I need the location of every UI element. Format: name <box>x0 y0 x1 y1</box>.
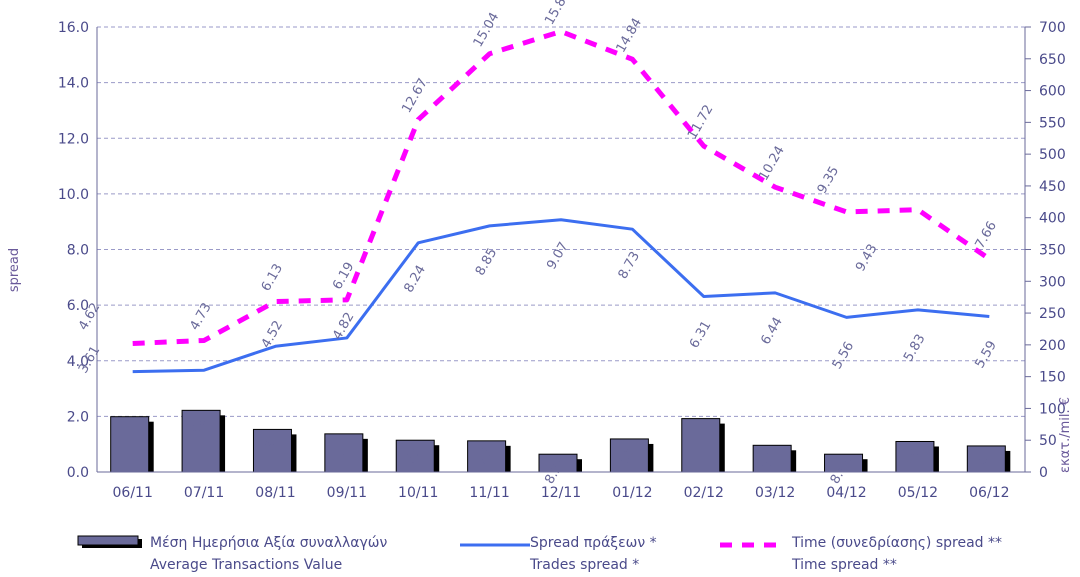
y2-tick-label: 500 <box>1039 147 1066 163</box>
trades-spread-label: 4.82 <box>330 310 357 343</box>
bar <box>324 433 364 473</box>
legend-time-label-1: Time (συνεδρίασης) spread ** <box>791 535 1002 551</box>
bar <box>467 440 507 473</box>
bar <box>609 438 649 473</box>
legend-bars-label-1: Μέση Ημερήσια Αξία συναλλαγών <box>150 535 388 551</box>
y2-tick-label: 550 <box>1039 115 1066 131</box>
trades-spread-label: 9.07 <box>544 240 571 273</box>
bar <box>681 418 721 473</box>
x-tick-label: 11/11 <box>469 485 509 501</box>
legend-item-time: Time (συνεδρίασης) spread ** Time spread… <box>720 535 1002 573</box>
legend-item-trades: Spread πράξεων * Trades spread * <box>460 535 657 573</box>
legend-trades-label-2: Trades spread * <box>529 557 639 573</box>
bar-series <box>110 409 1011 473</box>
bar-value-label: 26 <box>759 451 780 473</box>
x-tick-label: 10/11 <box>398 485 438 501</box>
y2-tick-label: 450 <box>1039 179 1066 195</box>
y2-tick-label: 150 <box>1039 370 1066 386</box>
x-tick-label: 06/12 <box>969 485 1009 501</box>
y2-tick-label: 300 <box>1039 274 1066 290</box>
x-tick-label: 06/11 <box>113 485 153 501</box>
legend-time-label-2: Time spread ** <box>791 557 897 573</box>
legend-item-bars: Μέση Ημερήσια Αξία συναλλαγών Average Tr… <box>77 535 388 573</box>
y2-tick-label: 50 <box>1039 433 1057 449</box>
y-tick-label: 8.0 <box>67 243 89 259</box>
y-axis-title: spread <box>7 248 22 292</box>
x-tick-label: 02/12 <box>684 485 724 501</box>
time-spread-line <box>132 28 991 347</box>
line-series <box>132 28 991 374</box>
time-spread-label: 6.13 <box>259 261 286 294</box>
y-tick-label: 4.0 <box>67 354 89 370</box>
time-spread-label: 15.04 <box>471 10 503 50</box>
trades-spread-label: 5.83 <box>901 332 928 365</box>
time-spread-label: 15.84 <box>542 0 574 28</box>
legend: Μέση Ημερήσια Αξία συναλλαγών Average Tr… <box>77 535 1002 573</box>
x-tick-label: 12/11 <box>541 485 581 501</box>
y2-tick-label: 200 <box>1039 338 1066 354</box>
y-tick-label: 16.0 <box>58 20 89 36</box>
trades-spread-label: 3.61 <box>76 344 103 377</box>
x-tick-label: 04/12 <box>826 485 866 501</box>
axes: 0.0 2.0 4.0 6.0 8.0 10.0 12.0 14.0 16.0 0 50 100 150… <box>58 20 1066 501</box>
trades-spread-line <box>132 218 990 374</box>
y2-axis-title: εκατ./mil. € <box>1058 397 1073 473</box>
bar-value-label: 76 <box>474 446 495 468</box>
bar <box>181 409 221 473</box>
time-spread-label: 14.84 <box>614 16 646 56</box>
bar <box>110 416 150 473</box>
bar-value-label: 96 <box>617 444 638 466</box>
x-tick-label: 01/12 <box>612 485 652 501</box>
bar <box>252 428 292 473</box>
trades-spread-label: 6.44 <box>758 315 785 348</box>
bar-value-label: 66 <box>188 416 209 438</box>
y-tick-label: 0.0 <box>67 465 89 481</box>
y2-tick-label: 700 <box>1039 20 1066 36</box>
y-tick-label: 14.0 <box>58 76 89 92</box>
bar-value-label: 96 <box>902 447 923 469</box>
x-tick-label: 03/12 <box>755 485 795 501</box>
x-tick-label: 08/11 <box>255 485 295 501</box>
x-tick-label: 05/12 <box>898 485 938 501</box>
legend-bars-label-2: Average Transactions Value <box>150 557 342 573</box>
time-spread-label: 12.67 <box>399 76 431 116</box>
trades-spread-label: 8.24 <box>401 263 428 296</box>
y-tick-label: 10.0 <box>58 187 89 203</box>
y2-tick-label: 0 <box>1039 465 1048 481</box>
y2-tick-label: 100 <box>1039 401 1066 417</box>
x-tick-label: 07/11 <box>184 485 224 501</box>
y-tick-label: 6.0 <box>67 298 89 314</box>
y2-tick-label: 600 <box>1039 84 1066 100</box>
legend-bars-swatch-fill <box>77 535 139 546</box>
trades-spread-label: 5.56 <box>830 339 857 372</box>
y-tick-label: 12.0 <box>58 131 89 147</box>
legend-trades-label-1: Spread πράξεων * <box>530 535 657 551</box>
time-spread-label: 9.35 <box>815 164 842 197</box>
x-tick-label: 09/11 <box>327 485 367 501</box>
bar <box>966 445 1006 473</box>
time-spread-label: 6.19 <box>330 260 357 293</box>
y2-tick-label: 250 <box>1039 306 1066 322</box>
y2-tick-label: 350 <box>1039 243 1066 259</box>
trades-spread-label: 8.73 <box>616 249 643 282</box>
trades-spread-label: 8.85 <box>473 246 500 279</box>
time-spread-label: 7.66 <box>973 219 1000 252</box>
y-tick-label: 2.0 <box>67 409 89 425</box>
time-spread-label: 9.43 <box>853 242 880 275</box>
trades-spread-label: 6.31 <box>687 318 714 351</box>
bar-value-label: 77 <box>403 446 424 468</box>
trades-spread-label: 5.59 <box>973 338 1000 371</box>
time-spread-label: 10.24 <box>756 144 788 184</box>
y2-tick-label: 400 <box>1039 211 1066 227</box>
gridlines <box>97 26 1025 417</box>
y2-tick-label: 650 <box>1039 52 1066 68</box>
bar <box>895 440 935 473</box>
time-spread-label: 11.72 <box>685 102 717 142</box>
